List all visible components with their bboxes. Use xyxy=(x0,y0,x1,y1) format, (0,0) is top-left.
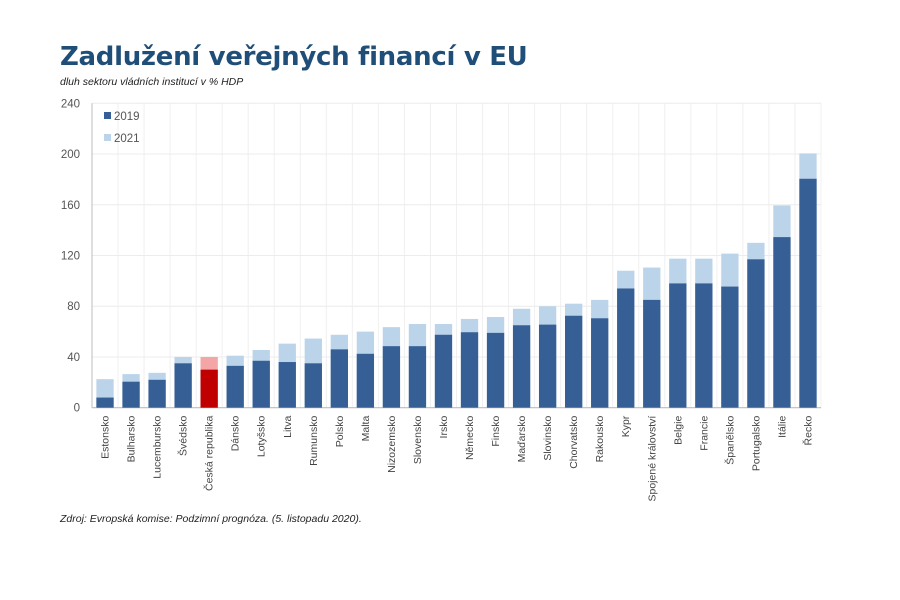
bar-2019 xyxy=(200,369,218,408)
legend-label-2021: 2021 xyxy=(114,133,140,145)
bar-2019 xyxy=(434,334,453,408)
chart-subtitle: dluh sektoru vládních institucí v % HDP xyxy=(60,76,244,88)
x-tick-label: Dánsko xyxy=(230,416,242,452)
bar-2019 xyxy=(512,325,531,408)
y-tick-label: 80 xyxy=(67,301,80,313)
x-tick-label: Irsko xyxy=(438,416,450,439)
legend-swatch-2019 xyxy=(104,112,111,119)
bar-2019 xyxy=(643,299,661,408)
x-tick-label: Slovinsko xyxy=(542,416,554,461)
y-tick-label: 200 xyxy=(61,149,80,161)
bar-2019 xyxy=(486,332,505,408)
x-tick-label: Švédsko xyxy=(177,416,190,456)
x-tick-label: Nizozemsko xyxy=(386,416,398,473)
x-tick-label: Polsko xyxy=(334,416,346,448)
bar-2019 xyxy=(278,362,296,408)
bar-2019 xyxy=(122,381,140,408)
bar-2019 xyxy=(669,283,687,408)
y-tick-label: 40 xyxy=(67,352,80,364)
x-tick-label: Lucembursko xyxy=(152,416,164,479)
chart-title: Zadlužení veřejných financí v EU xyxy=(60,42,528,72)
bar-2019 xyxy=(356,353,375,408)
bar-2019 xyxy=(695,283,713,408)
x-tick-label: Rumunsko xyxy=(308,416,320,466)
bar-2019 xyxy=(617,288,635,408)
bar-2019 xyxy=(330,349,348,408)
legend-swatch-2021 xyxy=(104,134,111,141)
y-tick-label: 240 xyxy=(61,98,80,110)
x-tick-label: Česká republika xyxy=(203,416,216,491)
bar-2019 xyxy=(591,318,609,408)
x-tick-label: Francie xyxy=(698,416,710,451)
x-tick-label: Spojené království xyxy=(646,416,658,502)
x-tick-label: Bulharsko xyxy=(126,416,138,463)
bar-2019 xyxy=(747,259,765,408)
bar-2019 xyxy=(252,360,270,408)
bar-2019 xyxy=(148,379,166,408)
x-tick-label: Rakousko xyxy=(594,416,606,463)
x-tick-label: Německo xyxy=(464,416,476,461)
x-tick-label: Řecko xyxy=(801,416,814,446)
bar-2019 xyxy=(773,237,791,408)
x-tick-label: Chorvatsko xyxy=(568,416,580,469)
bar-2019 xyxy=(174,363,192,408)
bar-2019 xyxy=(538,324,557,408)
legend-label-2019: 2019 xyxy=(114,111,140,123)
x-tick-label: Maďarsko xyxy=(516,416,528,463)
bar-2019 xyxy=(96,397,114,408)
y-tick-label: 120 xyxy=(61,251,80,263)
y-tick-label: 160 xyxy=(61,200,80,212)
source-note: Zdroj: Evropská komise: Podzimní prognóz… xyxy=(60,513,362,525)
x-tick-label: Finsko xyxy=(490,416,502,447)
x-tick-label: Slovensko xyxy=(412,416,424,465)
x-tick-label: Kypr xyxy=(620,415,632,437)
y-tick-label: 0 xyxy=(74,403,80,415)
x-tick-label: Portugalsko xyxy=(750,416,762,472)
x-tick-label: Malta xyxy=(360,416,372,442)
bar-2019 xyxy=(226,365,244,408)
bar-2019 xyxy=(382,346,401,408)
x-tick-label: Estonsko xyxy=(100,416,112,459)
x-tick-label: Španělsko xyxy=(723,416,736,465)
x-tick-label: Litva xyxy=(282,416,294,438)
x-tick-label: Itálie xyxy=(776,416,788,438)
bar-2019 xyxy=(408,346,427,408)
bar-2019 xyxy=(721,286,739,408)
bar-2019 xyxy=(304,363,322,408)
x-tick-label: Belgie xyxy=(672,416,684,445)
bar-2019 xyxy=(460,332,479,408)
x-tick-label: Lotyšsko xyxy=(256,416,268,458)
bar-2019 xyxy=(565,315,583,408)
bar-2019 xyxy=(799,178,817,408)
